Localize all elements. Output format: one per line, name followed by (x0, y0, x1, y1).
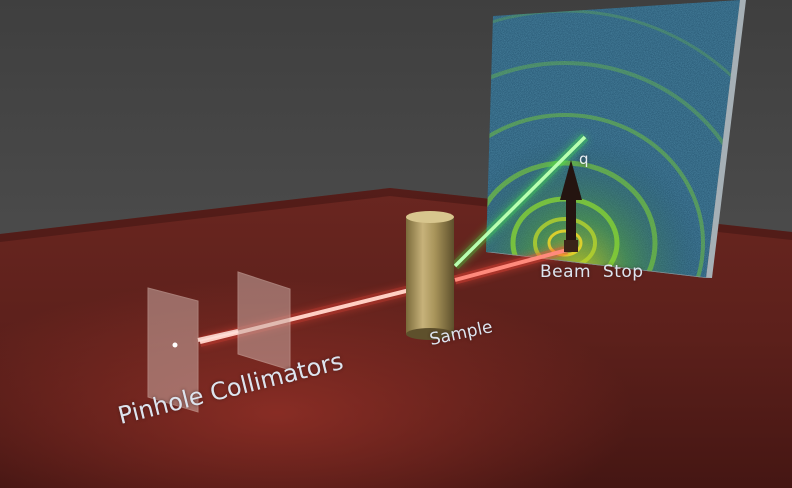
scattered-beam (453, 135, 587, 268)
pinhole-plate-1 (147, 287, 199, 413)
pinhole-plate-2 (237, 271, 291, 371)
transmitted-beam (454, 248, 568, 282)
sample-cylinder (406, 211, 454, 340)
q-vector-label: q (579, 150, 589, 168)
detector-panel (486, 0, 746, 278)
beam-stop-label: Beam Stop (540, 262, 644, 282)
beam-stop-arrow (560, 160, 582, 252)
